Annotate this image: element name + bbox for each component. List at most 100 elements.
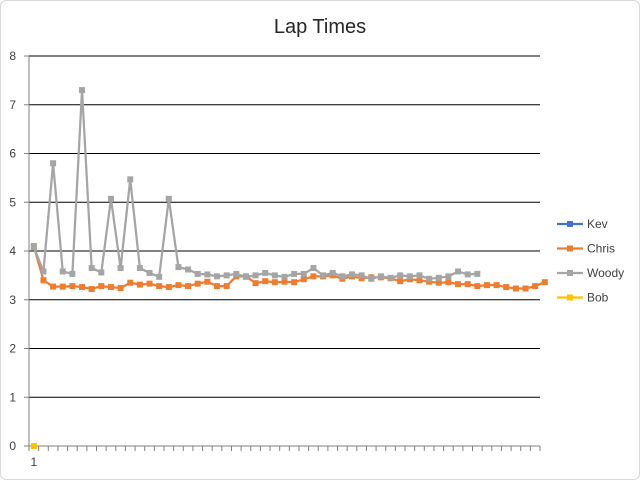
data-point-woody	[455, 268, 462, 275]
series-chris	[30, 243, 548, 293]
series-line-woody	[32, 89, 478, 280]
legend-label-bob: Bob	[587, 291, 609, 305]
data-point-chris	[88, 286, 95, 293]
data-point-woody	[40, 268, 47, 275]
data-point-chris	[50, 283, 57, 290]
legend-marker-chris	[567, 245, 573, 252]
data-point-chris	[281, 278, 288, 285]
data-point-chris	[117, 285, 124, 292]
data-point-woody	[214, 273, 221, 280]
data-point-chris	[532, 283, 539, 290]
data-point-chris	[59, 283, 66, 290]
legend-label-woody: Woody	[587, 266, 624, 280]
data-point-woody	[397, 272, 404, 279]
data-point-woody	[185, 266, 192, 273]
y-tick-label: 7	[9, 98, 16, 112]
data-point-woody	[79, 87, 86, 94]
data-point-chris	[69, 283, 76, 290]
data-point-chris	[503, 284, 510, 291]
data-point-chris	[107, 284, 114, 291]
y-tick-label: 1	[9, 390, 16, 404]
y-tick-label: 4	[9, 244, 16, 258]
data-point-chris	[214, 283, 221, 290]
data-point-chris	[512, 285, 519, 292]
data-point-woody	[175, 264, 182, 271]
data-point-woody	[435, 274, 442, 281]
data-point-chris	[483, 282, 490, 289]
data-point-woody	[281, 273, 288, 280]
y-tick-label: 8	[9, 49, 16, 63]
data-point-chris	[98, 283, 105, 290]
legend-marker-woody	[567, 270, 573, 276]
y-tick-label: 6	[9, 147, 16, 161]
data-point-chris	[262, 278, 269, 285]
data-point-woody	[474, 270, 481, 277]
data-point-woody	[387, 274, 394, 281]
series-bob	[30, 443, 37, 449]
y-tick-label: 5	[9, 195, 16, 209]
legend-label-kev: Kev	[587, 217, 608, 231]
data-point-chris	[464, 281, 471, 288]
gridlines	[29, 55, 540, 398]
data-point-chris	[79, 284, 86, 291]
data-point-woody	[88, 265, 95, 272]
data-point-woody	[107, 195, 114, 202]
data-point-woody	[50, 160, 57, 167]
data-point-chris	[397, 278, 404, 285]
data-point-chris	[435, 279, 442, 286]
legend-marker-bob	[567, 294, 573, 301]
data-point-woody	[426, 275, 433, 282]
data-point-chris	[493, 282, 500, 289]
data-point-woody	[368, 275, 375, 282]
data-point-chris	[310, 273, 317, 280]
data-point-chris	[136, 281, 143, 288]
x-tick-label: 1	[30, 455, 37, 469]
data-point-woody	[165, 195, 172, 202]
data-point-chris	[416, 277, 423, 284]
data-point-woody	[348, 271, 355, 278]
legend-marker-kev	[567, 221, 573, 227]
data-point-chris	[455, 281, 462, 288]
data-point-woody	[127, 176, 134, 183]
chart-title: Lap Times	[274, 16, 366, 38]
data-point-chris	[252, 280, 259, 287]
series-group	[30, 87, 548, 449]
legend: Kev Chris Woody Bob	[557, 217, 624, 305]
data-point-woody	[194, 270, 201, 277]
data-point-woody	[204, 271, 211, 278]
data-point-chris	[204, 278, 211, 285]
data-point-woody	[30, 244, 37, 251]
data-point-woody	[358, 272, 365, 279]
data-point-bob	[30, 443, 37, 449]
data-point-chris	[541, 279, 548, 286]
data-point-woody	[300, 270, 307, 277]
data-point-chris	[474, 283, 481, 290]
data-point-woody	[223, 272, 230, 279]
data-point-chris	[291, 279, 298, 286]
data-point-woody	[117, 265, 124, 272]
data-point-woody	[291, 270, 298, 277]
data-point-chris	[175, 282, 182, 289]
data-point-chris	[40, 277, 47, 284]
y-tick-label: 3	[9, 293, 16, 307]
data-point-woody	[377, 273, 384, 280]
data-point-chris	[146, 280, 153, 287]
data-point-chris	[165, 284, 172, 291]
series-woody	[30, 87, 481, 282]
data-point-chris	[127, 279, 134, 286]
y-tick-label: 2	[9, 342, 16, 356]
data-point-woody	[59, 268, 66, 275]
data-point-woody	[339, 273, 346, 280]
data-point-woody	[445, 273, 452, 280]
data-point-woody	[464, 271, 471, 278]
data-point-woody	[252, 272, 259, 279]
data-point-woody	[69, 270, 76, 277]
data-point-chris	[271, 279, 278, 286]
data-point-chris	[223, 283, 230, 290]
data-point-chris	[156, 283, 163, 290]
data-point-chris	[522, 285, 529, 292]
data-point-woody	[242, 273, 249, 280]
data-point-woody	[156, 273, 163, 280]
data-point-woody	[136, 265, 143, 272]
data-point-woody	[320, 272, 327, 279]
